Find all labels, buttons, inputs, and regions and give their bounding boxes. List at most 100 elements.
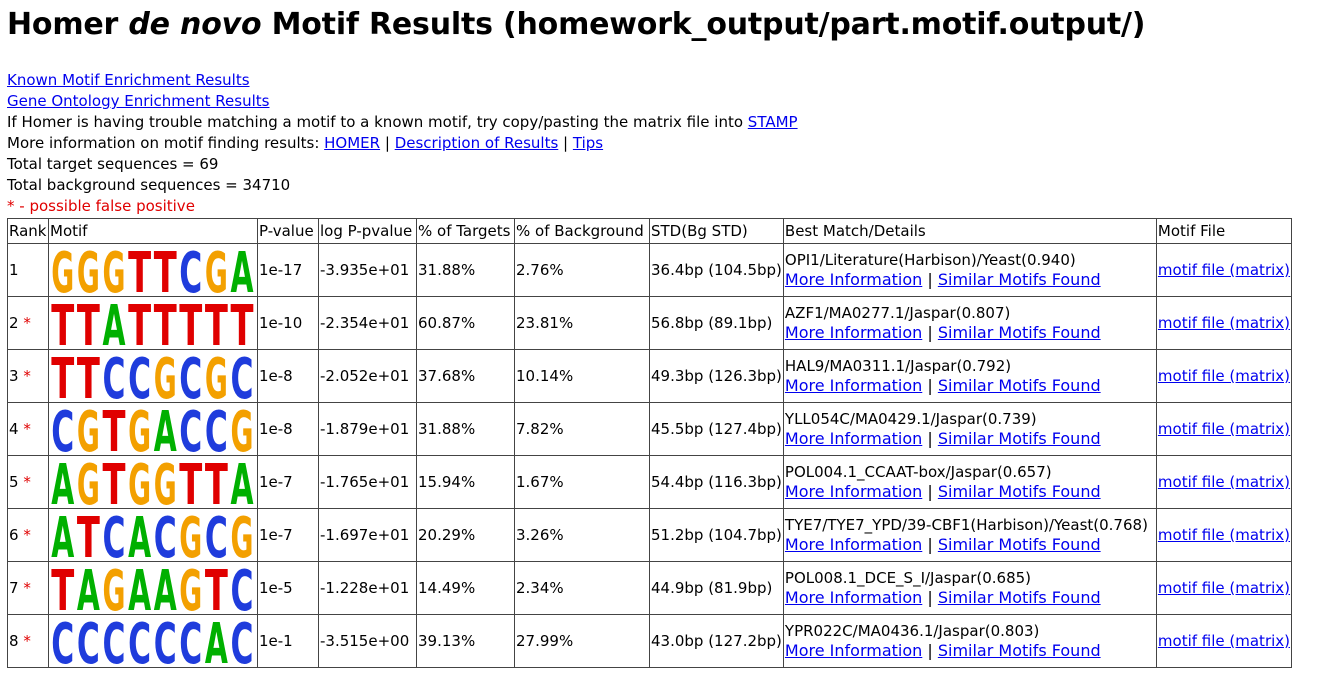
rank-cell: 3 * — [7, 349, 49, 403]
targets-cell: 14.49% — [416, 561, 515, 615]
false-positive-star: * — [23, 632, 31, 650]
more-information-link[interactable]: More Information — [784, 376, 923, 395]
similar-motifs-link[interactable]: Similar Motifs Found — [937, 323, 1101, 342]
logo-letter: G — [179, 562, 202, 614]
more-information-link[interactable]: More Information — [784, 270, 923, 289]
pvalue-cell: 1e-1 — [257, 614, 319, 668]
logo-letter: G — [77, 403, 100, 455]
best-match-cell: YLL054C/MA0429.1/Jaspar(0.739) More Infor… — [782, 402, 1157, 456]
log-pvalue-cell: -2.354e+01 — [318, 296, 417, 350]
logo-letter: T — [128, 297, 151, 349]
motif-file-link[interactable]: motif file (matrix) — [1157, 579, 1291, 597]
header-best-match-details: Best Match/Details — [782, 218, 1157, 244]
similar-motifs-link[interactable]: Similar Motifs Found — [937, 376, 1101, 395]
table-row: 3 * T T C C G C G C 1e-8 -2.052e+01 37.68% 10.14% 49.… — [7, 349, 1293, 403]
rank-value: 2 — [9, 314, 19, 332]
background-cell: 2.76% — [514, 243, 650, 297]
known-motif-link[interactable]: Known Motif Enrichment Results — [7, 71, 250, 89]
logo-letter: A — [51, 509, 74, 561]
best-match-cell: HAL9/MA0311.1/Jaspar(0.792) More Informat… — [782, 349, 1157, 403]
background-cell: 7.82% — [514, 402, 650, 456]
rank-value: 5 — [9, 473, 19, 491]
targets-cell: 15.94% — [416, 455, 515, 509]
motif-file-link[interactable]: motif file (matrix) — [1157, 261, 1291, 279]
more-information-link[interactable]: More Information — [784, 482, 923, 501]
background-cell: 27.99% — [514, 614, 650, 668]
rank-cell: 5 * — [7, 455, 49, 509]
targets-cell: 31.88% — [416, 402, 515, 456]
logo-letter: G — [205, 244, 228, 296]
logo-letter: G — [77, 244, 100, 296]
rank-value: 1 — [9, 261, 19, 279]
link-separator: | — [922, 376, 938, 395]
best-match-name: YLL054C/MA0429.1/Jaspar(0.739) — [784, 410, 1037, 428]
similar-motifs-link[interactable]: Similar Motifs Found — [937, 588, 1101, 607]
more-information-link[interactable]: More Information — [784, 535, 923, 554]
rank-cell: 6 * — [7, 508, 49, 562]
similar-motifs-link[interactable]: Similar Motifs Found — [937, 429, 1101, 448]
best-match-name: POL004.1_CCAAT-box/Jaspar(0.657) — [784, 463, 1052, 481]
best-match-cell: AZF1/MA0277.1/Jaspar(0.807) More Informat… — [782, 296, 1157, 350]
table-row: 6 * A T C A C G C G 1e-7 -1.697e+01 20.29% 3.26% 51.2… — [7, 508, 1293, 562]
false-positive-star: * — [23, 367, 31, 385]
logo-letter: T — [103, 403, 126, 455]
pvalue-cell: 1e-7 — [257, 508, 319, 562]
more-information-link[interactable]: More Information — [784, 323, 923, 342]
best-match-name: POL008.1_DCE_S_I/Jaspar(0.685) — [784, 569, 1032, 587]
logo-letter: A — [154, 403, 177, 455]
detail-links: More Information | Similar Motifs Found — [785, 270, 1155, 290]
description-link[interactable]: Description of Results — [394, 134, 559, 152]
table-row: 4 * C G T G A C C G 1e-8 -1.879e+01 31.88% 7.82% 45.5… — [7, 402, 1293, 456]
header-motif-file: Motif File — [1155, 218, 1293, 244]
homer-link[interactable]: HOMER — [324, 134, 381, 152]
more-information-link[interactable]: More Information — [784, 429, 923, 448]
best-match-name: OPI1/Literature(Harbison)/Yeast(0.940) — [784, 251, 1076, 269]
more-information-link[interactable]: More Information — [784, 588, 923, 607]
similar-motifs-link[interactable]: Similar Motifs Found — [937, 270, 1101, 289]
similar-motifs-link[interactable]: Similar Motifs Found — [937, 482, 1101, 501]
logo-letter: C — [51, 403, 74, 455]
motif-file-cell: motif file (matrix) — [1155, 243, 1293, 297]
logo-letter: C — [179, 403, 202, 455]
rank-value: 6 — [9, 526, 19, 544]
gene-ontology-link[interactable]: Gene Ontology Enrichment Results — [7, 92, 270, 110]
motif-file-cell: motif file (matrix) — [1155, 455, 1293, 509]
header-of-targets: % of Targets — [416, 218, 515, 244]
rank-cell: 7 * — [7, 561, 49, 615]
link-separator: | — [922, 641, 938, 660]
background-cell: 10.14% — [514, 349, 650, 403]
logo-letter: T — [51, 562, 74, 614]
stamp-link[interactable]: STAMP — [747, 113, 798, 131]
pvalue-cell: 1e-17 — [257, 243, 319, 297]
targets-cell: 31.88% — [416, 243, 515, 297]
logo-letter: G — [154, 456, 177, 508]
motif-file-link[interactable]: motif file (matrix) — [1157, 420, 1291, 438]
motif-file-link[interactable]: motif file (matrix) — [1157, 367, 1291, 385]
similar-motifs-link[interactable]: Similar Motifs Found — [937, 641, 1101, 660]
motif-file-link[interactable]: motif file (matrix) — [1157, 473, 1291, 491]
rank-cell: 2 * — [7, 296, 49, 350]
similar-motifs-link[interactable]: Similar Motifs Found — [937, 535, 1101, 554]
targets-cell: 20.29% — [416, 508, 515, 562]
motif-file-link[interactable]: motif file (matrix) — [1157, 314, 1291, 332]
motif-file-link[interactable]: motif file (matrix) — [1157, 632, 1291, 650]
best-match-name: AZF1/MA0277.1/Jaspar(0.807) — [784, 304, 1011, 322]
logo-letter: C — [205, 509, 228, 561]
logo-letter: C — [154, 509, 177, 561]
rank-cell: 4 * — [7, 402, 49, 456]
link-separator: | — [922, 429, 938, 448]
logo-letter: C — [103, 615, 126, 667]
more-information-link[interactable]: More Information — [784, 641, 923, 660]
tips-link[interactable]: Tips — [572, 134, 604, 152]
log-pvalue-cell: -1.697e+01 — [318, 508, 417, 562]
logo-letter: T — [51, 350, 74, 402]
motif-file-link[interactable]: motif file (matrix) — [1157, 526, 1291, 544]
detail-links: More Information | Similar Motifs Found — [785, 429, 1155, 449]
logo-letter: T — [231, 297, 254, 349]
detail-links: More Information | Similar Motifs Found — [785, 482, 1155, 502]
